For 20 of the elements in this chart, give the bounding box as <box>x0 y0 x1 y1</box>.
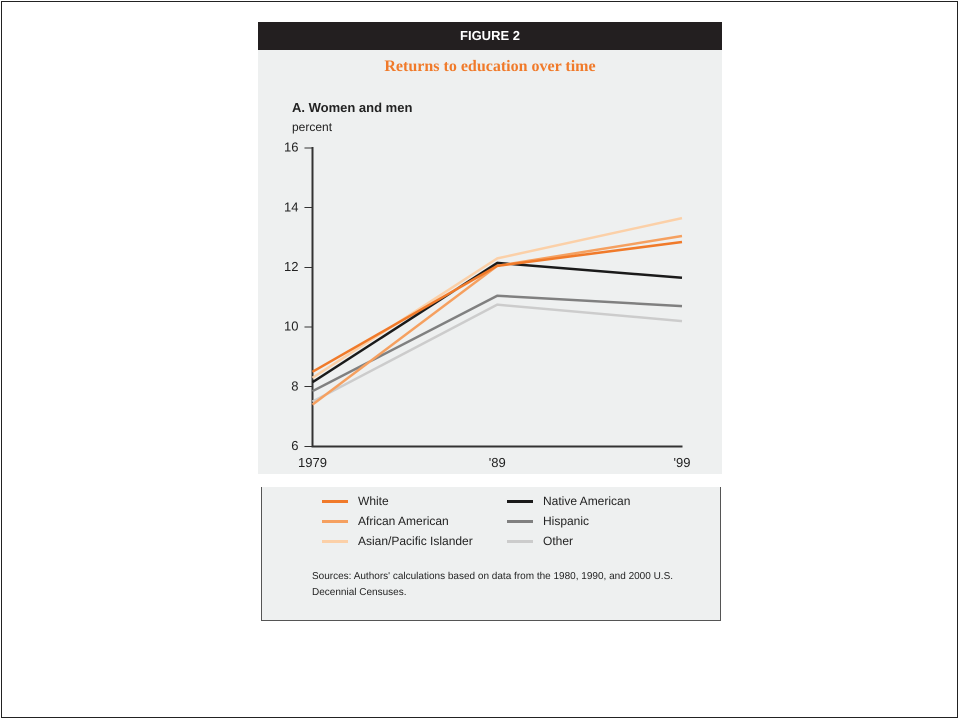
x-tick-label: '89 <box>488 454 506 470</box>
x-tick-label: '99 <box>674 454 690 470</box>
y-tick-label: 16 <box>284 140 298 155</box>
caption: FIGURE 2 <box>258 22 722 50</box>
legend-label: African American <box>358 514 449 528</box>
legend-label: Hispanic <box>543 514 590 528</box>
legend-label: Asian/Pacific Islander <box>358 534 473 548</box>
chart-subtitle: A. Women and men <box>292 100 412 115</box>
y-tick-label: 6 <box>291 438 298 453</box>
y-tick-label: 8 <box>291 378 298 394</box>
y-tick-label: 12 <box>284 258 298 274</box>
chart-title: Returns to education over time <box>383 58 597 76</box>
y-tick-label: 10 <box>284 318 298 334</box>
source-note: Sources: Authors' calculations based on data from the 1980, 1990, and 2000 U.S. Decennial Censuses. <box>312 570 674 600</box>
y-axis-title: percent <box>292 120 332 134</box>
legend-label: Native American <box>543 494 630 508</box>
legend-label: White <box>358 494 389 508</box>
y-tick-label: 14 <box>284 199 298 214</box>
legend-label: Other <box>543 534 574 548</box>
x-tick-label: 1979 <box>298 454 327 470</box>
